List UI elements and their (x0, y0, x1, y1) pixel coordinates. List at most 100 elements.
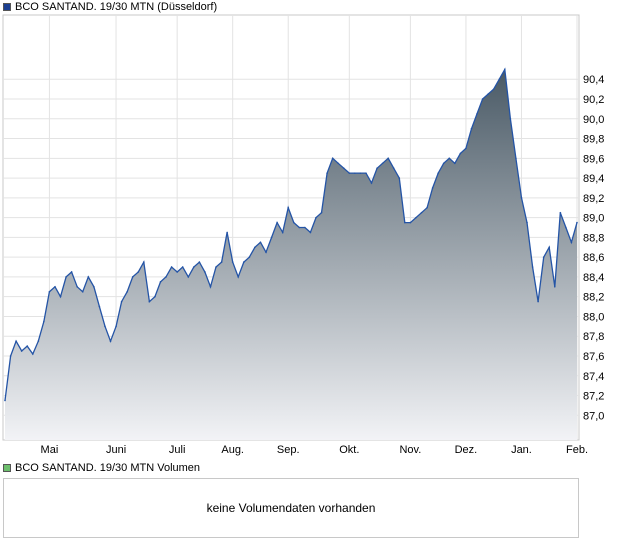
y-axis: 87,0 87,2 87,4 87,6 87,8 88,0 88,2 88,4 88,6 88,8… (583, 74, 604, 422)
data-point (59, 295, 62, 298)
data-point (237, 276, 240, 278)
data-point (526, 221, 528, 224)
x-tick-label: Sep. (277, 444, 300, 456)
data-point (48, 290, 51, 293)
data-point (87, 276, 90, 278)
data-point (520, 197, 523, 199)
price-area (5, 69, 577, 441)
y-tick-label: 87,0 (583, 410, 604, 422)
data-point (137, 271, 140, 273)
x-tick-label: Juni (106, 444, 126, 456)
volume-panel: keine Volumendaten vorhanden (3, 478, 579, 538)
data-point (15, 340, 17, 342)
data-point (81, 290, 84, 293)
data-point (304, 226, 306, 229)
y-tick-label: 87,2 (583, 391, 604, 403)
data-point (31, 353, 34, 355)
data-point (509, 117, 512, 120)
data-point (565, 226, 567, 229)
data-point (242, 261, 245, 263)
y-tick-label: 89,0 (583, 213, 604, 225)
data-point (98, 305, 101, 308)
data-point (209, 286, 212, 288)
data-point (165, 276, 167, 278)
data-point (398, 177, 401, 179)
data-point (348, 172, 351, 174)
y-tick-label: 89,6 (583, 153, 604, 165)
data-point (459, 152, 462, 155)
y-tick-label: 88,6 (583, 252, 604, 264)
data-point (326, 172, 328, 174)
data-point (4, 399, 6, 402)
x-tick-label: Juli (169, 444, 186, 456)
data-point (576, 221, 578, 224)
data-point (76, 286, 78, 288)
y-tick-label: 87,4 (583, 371, 604, 383)
x-tick-label: Feb. (566, 444, 588, 456)
data-point (37, 340, 40, 342)
data-point (387, 157, 389, 160)
price-chart: 87,0 87,2 87,4 87,6 87,8 88,0 88,2 88,4 88,6 88,8… (2, 14, 604, 456)
y-tick-label: 88,2 (583, 292, 604, 304)
x-tick-label: Aug. (221, 444, 244, 456)
data-point (20, 350, 23, 352)
data-point (215, 266, 217, 268)
data-point (115, 325, 117, 328)
data-point (492, 88, 495, 90)
data-point (120, 300, 123, 303)
data-point (376, 167, 378, 169)
data-point (276, 221, 278, 224)
data-point (193, 266, 195, 268)
data-point (254, 246, 256, 249)
data-point (431, 187, 434, 189)
price-legend: BCO SANTAND. 19/30 MTN (Düsseldorf) (3, 0, 217, 14)
data-point (359, 172, 362, 174)
data-point (370, 182, 373, 184)
data-point (442, 162, 445, 165)
data-point (220, 261, 223, 263)
x-tick-label: Dez. (455, 444, 478, 456)
data-point (281, 231, 284, 234)
data-point (204, 271, 206, 273)
price-legend-label: BCO SANTAND. 19/30 MTN (Düsseldorf) (15, 1, 218, 13)
price-line (4, 67, 578, 401)
data-point (531, 266, 534, 268)
data-point (476, 113, 478, 115)
data-point (65, 276, 67, 278)
y-tick-label: 88,4 (583, 272, 604, 284)
data-point (231, 261, 234, 263)
data-point (426, 206, 428, 209)
data-point (537, 300, 539, 303)
data-point (487, 93, 489, 95)
y-tick-label: 89,8 (583, 134, 604, 146)
data-point (70, 271, 73, 273)
data-point (437, 172, 439, 174)
y-tick-label: 90,4 (583, 74, 604, 86)
data-point (298, 226, 301, 229)
data-point (292, 221, 295, 224)
data-point (404, 221, 406, 224)
data-point (176, 271, 178, 273)
data-point (181, 266, 184, 268)
data-point (248, 256, 251, 258)
y-tick-label: 87,8 (583, 331, 604, 343)
data-point (126, 290, 128, 293)
volume-legend-label: BCO SANTAND. 19/30 MTN Volumen (15, 462, 201, 474)
data-point (365, 172, 367, 174)
data-point (104, 325, 106, 328)
data-point (26, 345, 29, 347)
data-point (109, 340, 112, 342)
volume-legend: BCO SANTAND. 19/30 MTN Volumen (3, 461, 200, 475)
data-point (470, 127, 473, 130)
data-point (270, 236, 273, 239)
data-point (226, 231, 228, 234)
data-point (448, 157, 451, 160)
data-point (498, 78, 501, 81)
data-point (143, 261, 145, 263)
data-point (381, 162, 384, 165)
data-point (409, 221, 412, 224)
y-tick-label: 88,8 (583, 232, 604, 244)
price-legend-swatch (3, 3, 11, 11)
x-axis: MaiJuniJuliAug.Sep.Okt.Nov.Dez.Jan.Feb.M… (41, 444, 588, 456)
data-point (542, 256, 545, 258)
